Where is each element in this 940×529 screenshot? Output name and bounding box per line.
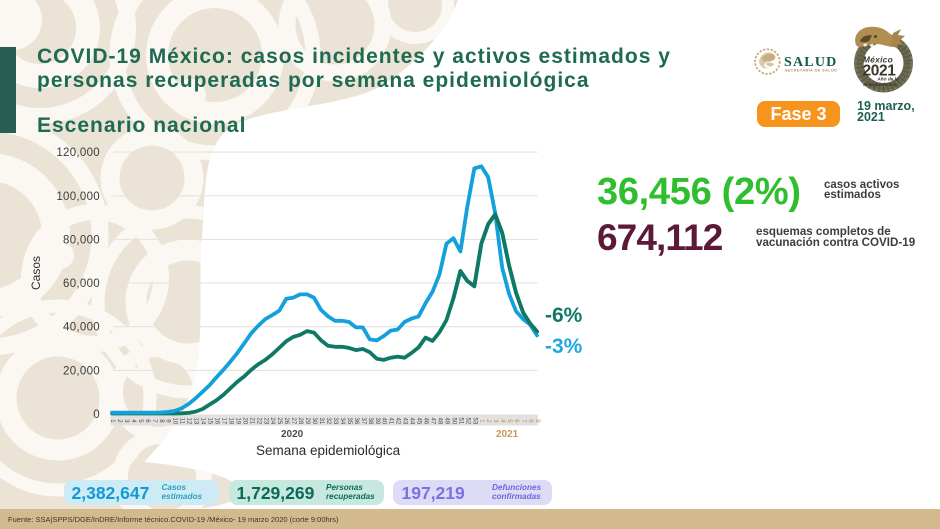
svg-text:9: 9 [165, 419, 171, 423]
svg-text:11: 11 [179, 418, 185, 425]
svg-text:53: 53 [471, 418, 477, 425]
svg-text:3: 3 [123, 419, 129, 423]
svg-text:2: 2 [485, 419, 491, 423]
svg-text:120,000: 120,000 [56, 147, 100, 159]
svg-text:20: 20 [241, 418, 247, 425]
svg-text:13: 13 [193, 418, 199, 425]
svg-text:41: 41 [388, 418, 394, 425]
svg-text:7: 7 [520, 419, 526, 423]
svg-text:23: 23 [262, 418, 268, 425]
svg-text:18: 18 [227, 418, 233, 425]
svg-text:9: 9 [534, 419, 540, 423]
svg-text:35: 35 [346, 418, 352, 425]
svg-text:2021: 2021 [863, 63, 897, 80]
svg-text:0: 0 [93, 409, 100, 421]
svg-text:34: 34 [339, 418, 345, 425]
svg-text:14: 14 [200, 418, 206, 425]
svg-text:44: 44 [409, 418, 415, 425]
svg-text:29: 29 [304, 418, 310, 425]
svg-text:21: 21 [248, 418, 254, 425]
svg-text:39: 39 [374, 418, 380, 425]
svg-text:Casos: Casos [29, 256, 43, 290]
svg-text:1: 1 [478, 419, 484, 423]
svg-text:SECRETARÍA DE SALUD: SECRETARÍA DE SALUD [785, 67, 838, 72]
svg-text:50: 50 [450, 418, 456, 425]
svg-text:80,000: 80,000 [63, 234, 100, 246]
svg-text:19: 19 [234, 418, 240, 425]
svg-text:6: 6 [144, 419, 150, 423]
svg-text:5: 5 [137, 419, 143, 423]
svg-text:17: 17 [221, 418, 227, 425]
svg-text:25: 25 [276, 418, 282, 425]
svg-text:49: 49 [443, 418, 449, 425]
svg-text:26: 26 [283, 418, 289, 425]
svg-text:33: 33 [332, 418, 338, 425]
svg-text:8: 8 [158, 419, 164, 423]
svg-text:38: 38 [367, 418, 373, 425]
svg-text:42: 42 [395, 418, 401, 425]
svg-text:SALUD: SALUD [784, 55, 837, 70]
svg-text:5: 5 [506, 419, 512, 423]
svg-text:100,000: 100,000 [56, 191, 100, 203]
svg-text:Año de la: Año de la [876, 77, 899, 83]
svg-text:24: 24 [269, 418, 275, 425]
svg-text:60,000: 60,000 [63, 278, 100, 290]
svg-text:51: 51 [457, 418, 463, 425]
svg-text:1: 1 [109, 419, 115, 423]
svg-text:México: México [863, 55, 893, 65]
svg-text:Independencia: Independencia [863, 82, 897, 88]
svg-text:40,000: 40,000 [63, 322, 100, 334]
svg-text:12: 12 [186, 418, 192, 425]
svg-text:3: 3 [492, 419, 498, 423]
svg-text:36: 36 [353, 418, 359, 425]
svg-text:22: 22 [255, 418, 261, 425]
svg-text:2: 2 [116, 419, 122, 423]
svg-text:45: 45 [416, 418, 422, 425]
svg-text:32: 32 [325, 418, 331, 425]
svg-text:4: 4 [130, 419, 136, 423]
svg-text:16: 16 [214, 418, 220, 425]
svg-text:20,000: 20,000 [63, 365, 100, 377]
svg-text:28: 28 [297, 418, 303, 425]
svg-text:4: 4 [499, 419, 505, 423]
svg-text:47: 47 [430, 418, 436, 425]
svg-text:27: 27 [290, 418, 296, 425]
svg-text:31: 31 [318, 418, 324, 425]
svg-text:2020: 2020 [281, 429, 304, 440]
svg-text:8: 8 [527, 419, 533, 423]
svg-text:10: 10 [172, 418, 178, 425]
svg-text:48: 48 [437, 418, 443, 425]
svg-text:37: 37 [360, 418, 366, 425]
svg-text:7: 7 [151, 419, 157, 423]
svg-text:43: 43 [402, 418, 408, 425]
svg-text:46: 46 [423, 418, 429, 425]
svg-text:2021: 2021 [496, 429, 519, 440]
svg-text:40: 40 [381, 418, 387, 425]
svg-text:6: 6 [513, 419, 519, 423]
svg-text:30: 30 [311, 418, 317, 425]
svg-text:52: 52 [464, 418, 470, 425]
svg-text:15: 15 [207, 418, 213, 425]
